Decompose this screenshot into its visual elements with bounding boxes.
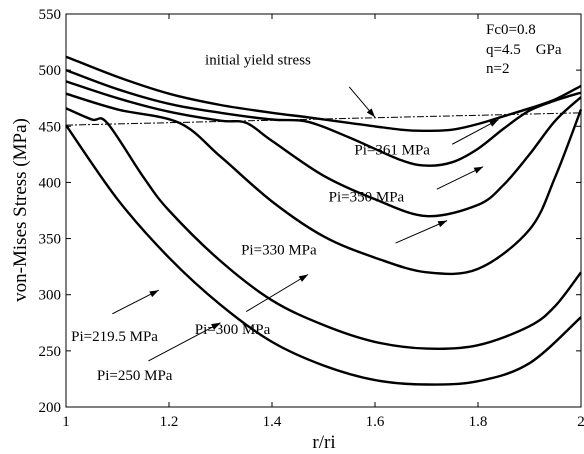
annotation-pointer xyxy=(395,220,448,244)
annotation-pointers xyxy=(112,86,499,362)
x-tick-label: 1.6 xyxy=(366,414,385,430)
series-curves xyxy=(65,55,583,386)
x-tick-label: 1.2 xyxy=(160,414,179,430)
annotation-label: Pi=300 MPa xyxy=(195,322,271,338)
annotation-label: Pi=361 MPa xyxy=(354,142,430,158)
annotation-arrowhead xyxy=(489,119,499,127)
x-tick-label: 1.8 xyxy=(469,414,488,430)
y-tick-label: 400 xyxy=(39,175,62,191)
param-q: q=4.5 GPa xyxy=(486,42,562,58)
param-n: n=2 xyxy=(486,61,509,77)
annotation-label: Pi=219.5 MPa xyxy=(71,329,158,345)
annotation-label: Pi=330 MPa xyxy=(241,242,317,258)
annotation-arrowhead xyxy=(437,220,448,228)
param-fc0: Fc0=0.8 xyxy=(486,22,536,38)
series-curve-5 xyxy=(65,124,582,386)
x-tick-label: 1.4 xyxy=(263,414,282,430)
annotation-label: Pi=250 MPa xyxy=(97,368,173,384)
series-curve-1 xyxy=(65,68,582,167)
annotation-pointer xyxy=(148,322,221,362)
y-axis-label: von-Mises Stress (MPa) xyxy=(10,118,31,302)
y-tick-label: 250 xyxy=(39,344,62,360)
annotation-arrowhead xyxy=(473,166,484,174)
annotation-label: Pi=350 MPa xyxy=(329,190,405,206)
y-tick-label: 200 xyxy=(39,400,62,416)
series-curve-3 xyxy=(65,92,583,276)
y-tick-label: 300 xyxy=(39,288,62,304)
x-axis-label: r/ri xyxy=(312,432,335,453)
axis-ticks: 1 1.2 1.4 1.6 1.8 2 200 250 300 350 400 450 500 550 xyxy=(39,7,584,430)
annotation-label: initial yield stress xyxy=(205,53,311,69)
y-tick-label: 500 xyxy=(39,63,62,79)
y-tick-label: 550 xyxy=(39,7,62,23)
parameters-box: Fc0=0.8 q=4.5 GPa n=2 xyxy=(486,22,562,77)
annotation-arrowhead xyxy=(149,290,159,298)
x-tick-label: 1 xyxy=(62,414,70,430)
annotation-labels: initial yield stress Pi=361 MPa Pi=350 MPa… xyxy=(71,53,430,385)
y-tick-label: 350 xyxy=(39,232,62,248)
annotation-pointer xyxy=(245,274,309,312)
series-curve-0 xyxy=(65,55,582,133)
series-curve-2 xyxy=(65,80,582,218)
annotation-arrowhead xyxy=(211,322,221,330)
y-tick-label: 450 xyxy=(39,119,62,135)
series-curve-4 xyxy=(65,107,582,351)
plot-frame xyxy=(65,13,582,408)
annotation-arrowhead xyxy=(366,108,375,118)
x-tick-label: 2 xyxy=(577,414,584,430)
annotation-arrowhead xyxy=(298,274,309,282)
